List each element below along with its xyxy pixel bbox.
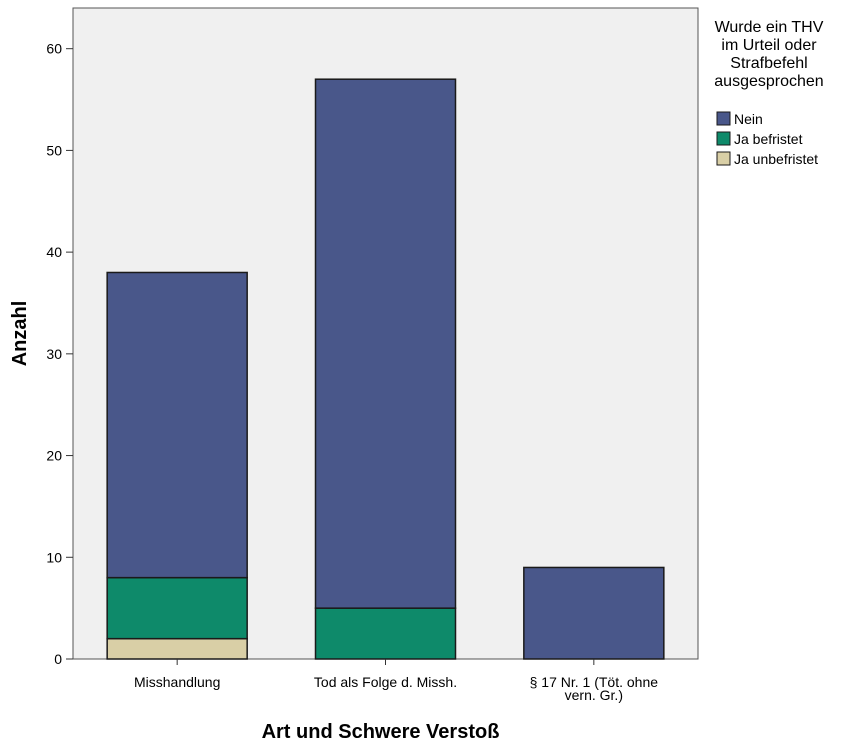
y-tick-label: 0 bbox=[54, 651, 62, 667]
bar-ja-befristet-1 bbox=[314, 607, 457, 660]
y-tick-label: 20 bbox=[46, 448, 62, 464]
bar-nein-0 bbox=[106, 271, 248, 579]
x-tick-label: Tod als Folge d. Missh. bbox=[314, 674, 457, 690]
legend-label-ja-unbefristet: Ja unbefristet bbox=[734, 151, 818, 167]
y-axis: 0 10 20 30 40 50 60 bbox=[46, 41, 73, 667]
y-tick-label: 60 bbox=[46, 41, 62, 57]
x-axis: Misshandlung Tod als Folge d. Missh. § 17 … bbox=[134, 659, 658, 703]
legend: Wurde ein THV im Urteil oder Strafbefehl au… bbox=[714, 19, 823, 167]
legend-swatch-nein bbox=[716, 111, 731, 126]
legend-title: Wurde ein THV im Urteil oder Strafbefehl au… bbox=[714, 19, 823, 90]
bar-nein-1 bbox=[314, 78, 457, 609]
bar-ja-unbefristet-0 bbox=[106, 637, 248, 660]
bar-nein-2 bbox=[523, 566, 665, 660]
y-tick-label: 30 bbox=[46, 346, 62, 362]
legend-label-nein: Nein bbox=[734, 111, 763, 127]
bar-ja-befristet-0 bbox=[106, 576, 248, 640]
y-axis-title: Anzahl bbox=[9, 301, 31, 367]
x-tick-label: Misshandlung bbox=[134, 674, 220, 690]
legend-swatch-ja-unbefristet bbox=[716, 151, 731, 166]
legend-label-ja-befristet: Ja befristet bbox=[734, 131, 803, 147]
y-tick-label: 50 bbox=[46, 142, 62, 158]
y-tick-label: 40 bbox=[46, 244, 62, 260]
legend-swatch-ja-befristet bbox=[716, 131, 731, 146]
x-tick-label: § 17 Nr. 1 (Töt. ohne vern. Gr.) bbox=[530, 674, 659, 703]
bars-layer bbox=[106, 78, 665, 660]
y-tick-label: 10 bbox=[46, 549, 62, 565]
x-axis-title: Art und Schwere Verstoß bbox=[262, 721, 500, 743]
